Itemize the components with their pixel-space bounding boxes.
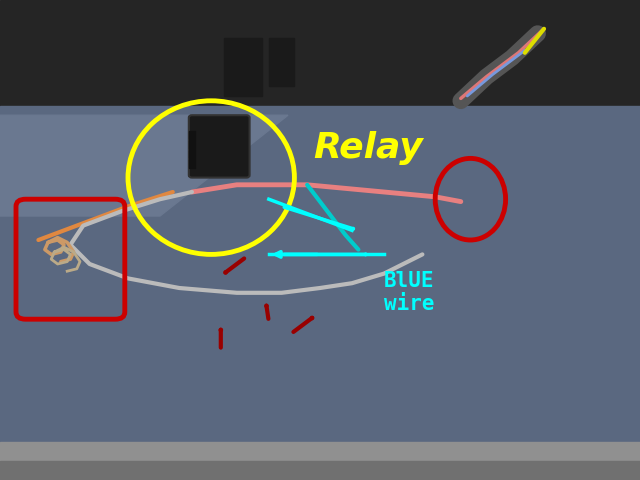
Bar: [189, 159, 195, 168]
FancyBboxPatch shape: [189, 115, 250, 178]
Bar: [0, 461, 640, 480]
Bar: [224, 38, 262, 96]
Bar: [189, 131, 195, 139]
Text: Relay: Relay: [314, 132, 423, 166]
Bar: [269, 38, 294, 86]
Bar: [0, 0, 640, 115]
Text: BlUE
wire: BlUE wire: [384, 271, 435, 314]
Polygon shape: [0, 115, 288, 216]
Bar: [189, 150, 195, 158]
Bar: [0, 106, 640, 456]
Bar: [189, 140, 195, 149]
Bar: [0, 442, 640, 480]
